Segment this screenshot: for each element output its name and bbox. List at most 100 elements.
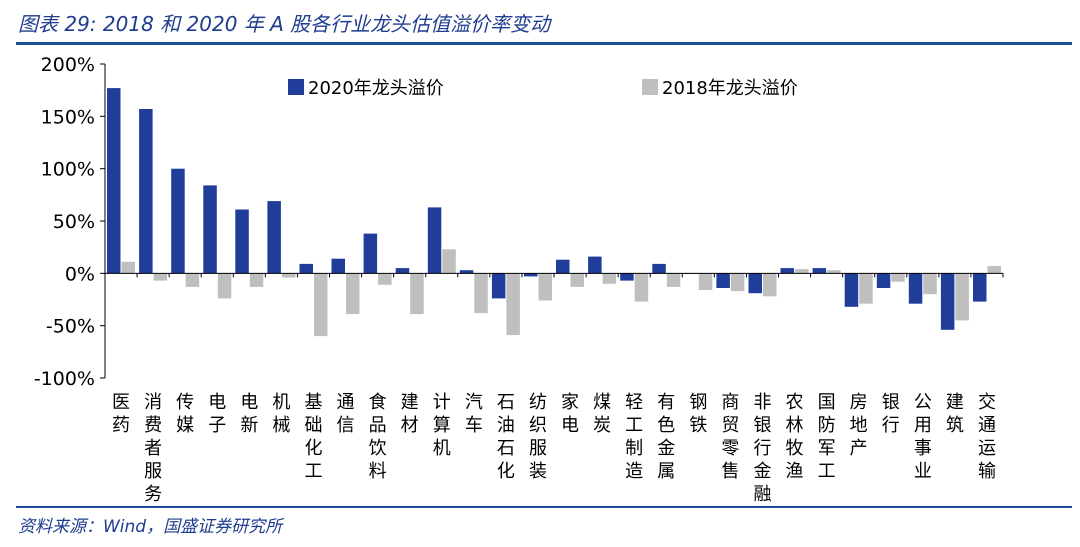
category-label: 通信	[337, 392, 355, 436]
legend-label-2018: 2018年龙头溢价	[662, 78, 798, 99]
category-label: 电子	[208, 392, 226, 436]
bar-2020	[588, 256, 602, 274]
legend-swatch-2018	[642, 79, 658, 95]
bar-2018	[153, 273, 168, 281]
y-tick-label: 100%	[41, 159, 95, 181]
title-divider	[16, 42, 1072, 45]
legend-swatch-2020	[288, 79, 304, 95]
category-label: 建材	[401, 392, 419, 436]
bar-2018	[314, 273, 328, 337]
bar-2020	[107, 88, 121, 274]
category-label: 机械	[272, 392, 290, 436]
category-label: 传媒	[176, 392, 194, 436]
bar-2020	[844, 273, 859, 307]
y-tick-label: 150%	[41, 106, 95, 128]
bar-2018	[442, 249, 456, 274]
x-axis	[104, 272, 1004, 278]
bar-2020	[491, 273, 506, 299]
category-label: 医药	[112, 392, 130, 436]
y-tick-label: -100%	[34, 368, 95, 390]
bar-2018	[249, 273, 264, 287]
bar-2020	[171, 168, 185, 274]
bar-2018	[410, 273, 424, 315]
category-label: 消费者服务	[144, 392, 162, 505]
bar-2020	[139, 109, 153, 274]
y-axis: -100% -50% 0% 50% 100% 150% 200%	[34, 54, 106, 390]
bar-2018	[634, 273, 649, 302]
bar-2018	[827, 270, 841, 274]
bar-2018	[538, 273, 552, 301]
bar-2020	[812, 268, 827, 274]
legend-label-2020: 2020年龙头溢价	[308, 78, 444, 99]
bar-2020	[716, 273, 730, 288]
bar-2020	[363, 233, 378, 274]
source-divider	[16, 506, 1072, 508]
bar-2018	[987, 266, 1001, 274]
figure-title: 图表 29: 2018 和 2020 年 A 股各行业龙头估值溢价率变动	[18, 12, 551, 36]
bar-2020	[780, 268, 794, 274]
bar-2018	[570, 273, 584, 287]
category-label: 钢铁	[689, 392, 707, 436]
bar-2018	[730, 273, 745, 292]
bar-2018	[666, 273, 681, 287]
bar-2020	[940, 273, 955, 330]
category-label: 家电	[561, 392, 579, 436]
bar-2020	[908, 273, 923, 304]
bar-2018	[121, 261, 135, 274]
bar-2020	[652, 263, 666, 274]
bar-2020	[620, 273, 634, 281]
category-label: 基础化工	[304, 392, 322, 482]
bar-2018	[281, 273, 296, 278]
bar-2020	[524, 273, 538, 277]
category-label: 国防军工	[818, 392, 836, 482]
bar-2020	[427, 207, 442, 274]
bar-2020	[235, 209, 249, 274]
bar-2018	[891, 273, 905, 282]
y-tick-label: 0%	[65, 263, 95, 285]
bar-2018	[955, 273, 969, 321]
category-label: 公用事业	[914, 392, 932, 482]
category-label: 纺织服装	[529, 392, 547, 482]
category-label: 商贸零售	[721, 392, 739, 482]
category-label: 有色金属	[657, 392, 675, 482]
bar-2018	[185, 273, 200, 287]
bar-2020	[267, 201, 281, 274]
bar-2018	[859, 273, 873, 304]
category-label: 电新	[240, 392, 258, 436]
bar-2020	[748, 273, 762, 294]
bar-2020	[459, 270, 474, 274]
category-label: 石油石化	[497, 392, 515, 482]
bar-2018	[923, 273, 937, 295]
bar-2020	[556, 259, 570, 274]
y-tick-label: 200%	[41, 54, 95, 76]
y-tick-label: 50%	[53, 211, 95, 233]
bar-2018	[506, 273, 520, 336]
bar-2018	[795, 269, 809, 274]
category-label: 交通运输	[978, 392, 996, 482]
category-label: 煤炭	[593, 392, 611, 436]
bar-2020	[331, 258, 345, 274]
y-tick-label: -50%	[46, 316, 95, 338]
bar-2018	[378, 273, 392, 285]
bar-2020	[973, 273, 987, 302]
source-note: 资料来源：Wind，国盛证券研究所	[18, 517, 283, 537]
bar-2018	[763, 273, 777, 297]
bar-2020	[299, 263, 313, 274]
category-label: 建筑	[946, 392, 964, 436]
bars-group	[107, 88, 1001, 337]
bar-2020	[395, 268, 410, 274]
category-label: 农林牧渔	[786, 392, 804, 482]
category-label: 汽车	[465, 392, 483, 436]
category-label: 计算机	[433, 392, 451, 459]
bar-2018	[474, 273, 488, 314]
bar-2018	[217, 273, 232, 299]
category-label: 银行	[882, 392, 900, 436]
category-label: 房地产	[850, 392, 868, 459]
bar-2020	[876, 273, 891, 288]
category-label: 食品饮料	[369, 392, 387, 482]
bar-2020	[203, 185, 217, 274]
bar-2018	[346, 273, 360, 315]
bar-2018	[602, 273, 617, 284]
category-label: 轻工制造	[625, 392, 643, 482]
category-label: 非银行金融	[753, 392, 771, 505]
